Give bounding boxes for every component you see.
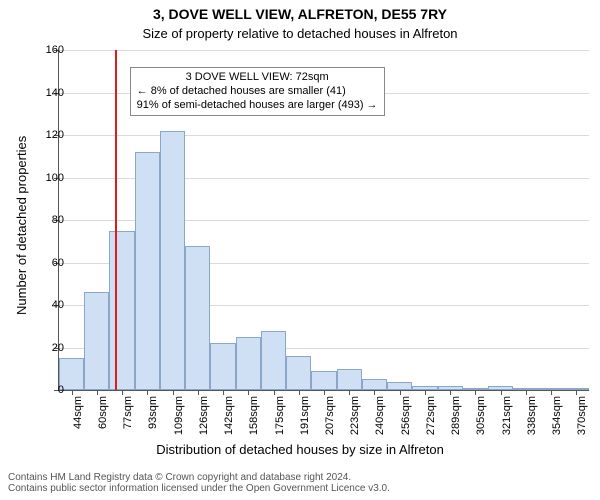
x-axis-label: Distribution of detached houses by size … xyxy=(0,442,600,457)
histogram-bar xyxy=(84,292,109,390)
y-tick-label: 140 xyxy=(32,87,64,99)
footer-line-1: Contains HM Land Registry data © Crown c… xyxy=(8,472,592,483)
y-tick-label: 60 xyxy=(32,257,64,269)
x-tick-label: 77sqm xyxy=(122,396,134,429)
histogram-bar xyxy=(236,337,261,390)
x-tick-label: 44sqm xyxy=(72,396,84,429)
x-tick-label: 240sqm xyxy=(374,396,386,435)
y-axis-label: Number of detached properties xyxy=(14,136,29,315)
x-tick-label: 126sqm xyxy=(198,396,210,435)
chart-title: 3, DOVE WELL VIEW, ALFRETON, DE55 7RY xyxy=(0,6,600,22)
x-tick-label: 207sqm xyxy=(324,396,336,435)
histogram-bar xyxy=(210,343,235,390)
plot-area: 44sqm60sqm77sqm93sqm109sqm126sqm142sqm15… xyxy=(58,50,589,391)
histogram-bar xyxy=(286,356,311,390)
x-tick-label: 93sqm xyxy=(147,396,159,429)
y-tick-label: 0 xyxy=(32,384,64,396)
x-tick-label: 289sqm xyxy=(450,396,462,435)
annotation-line: 91% of semi-detached houses are larger (… xyxy=(137,99,378,113)
histogram-bar xyxy=(261,331,286,391)
x-tick-label: 175sqm xyxy=(274,396,286,435)
figure: { "title": "3, DOVE WELL VIEW, ALFRETON,… xyxy=(0,0,600,500)
x-tick-label: 60sqm xyxy=(97,396,109,429)
histogram-bar xyxy=(185,246,210,391)
histogram-bar xyxy=(109,231,134,390)
y-tick-label: 80 xyxy=(32,214,64,226)
gridline xyxy=(59,135,589,136)
y-tick-label: 160 xyxy=(32,44,64,56)
gridline xyxy=(59,50,589,51)
x-tick-label: 354sqm xyxy=(551,396,563,435)
x-tick-label: 142sqm xyxy=(223,396,235,435)
x-tick-label: 223sqm xyxy=(349,396,361,435)
y-tick-label: 20 xyxy=(32,342,64,354)
x-tick-label: 338sqm xyxy=(526,396,538,435)
histogram-bar xyxy=(387,382,412,391)
x-tick-label: 158sqm xyxy=(248,396,260,435)
annotation-line: 3 DOVE WELL VIEW: 72sqm xyxy=(137,71,378,85)
x-tick-label: 272sqm xyxy=(425,396,437,435)
y-tick-label: 100 xyxy=(32,172,64,184)
chart-subtitle: Size of property relative to detached ho… xyxy=(0,26,600,41)
footer-line-2: Contains public sector information licen… xyxy=(8,483,592,494)
y-tick-label: 40 xyxy=(32,299,64,311)
histogram-bar xyxy=(337,369,362,390)
y-tick-label: 120 xyxy=(32,129,64,141)
property-marker-line xyxy=(115,50,117,390)
x-tick-label: 321sqm xyxy=(501,396,513,435)
histogram-bar xyxy=(311,371,336,390)
x-tick-label: 305sqm xyxy=(475,396,487,435)
histogram-bar xyxy=(160,131,185,390)
histogram-bar xyxy=(135,152,160,390)
histogram-bar xyxy=(362,379,387,390)
x-tick-label: 370sqm xyxy=(576,396,588,435)
attribution-footer: Contains HM Land Registry data © Crown c… xyxy=(8,472,592,494)
x-tick-label: 109sqm xyxy=(173,396,185,435)
x-tick-label: 191sqm xyxy=(299,396,311,435)
annotation-line: ← 8% of detached houses are smaller (41) xyxy=(137,85,378,99)
x-tick-label: 256sqm xyxy=(400,396,412,435)
annotation-box: 3 DOVE WELL VIEW: 72sqm← 8% of detached … xyxy=(130,67,385,116)
